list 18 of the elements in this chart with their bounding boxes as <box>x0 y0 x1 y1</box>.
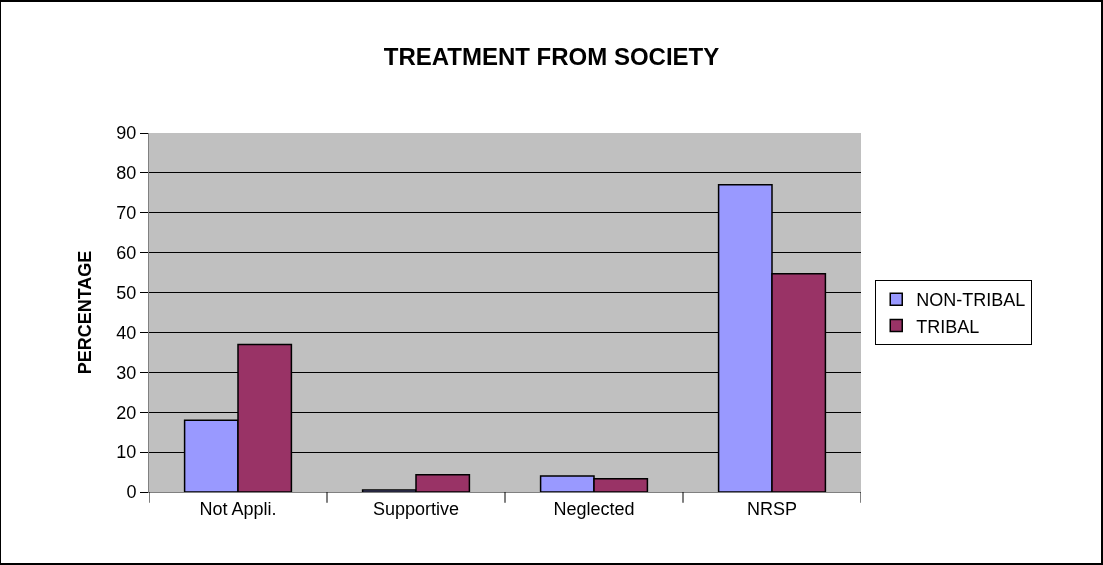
y-tick-label: 80 <box>116 163 137 184</box>
y-tick-label: 60 <box>116 242 137 263</box>
y-tick-label: 30 <box>116 362 137 383</box>
x-tick-label: Not Appli. <box>199 498 277 519</box>
legend-label: TRIBAL <box>916 316 980 337</box>
y-axis-title: PERCENTAGE <box>74 250 95 375</box>
x-tick-label: NRSP <box>746 498 798 519</box>
y-tick-label: 40 <box>116 322 137 343</box>
x-tick-label: Supportive <box>372 498 460 519</box>
y-tick-label: 0 <box>126 482 137 503</box>
y-tick-label: 20 <box>116 402 137 423</box>
y-tick-label: 10 <box>116 442 137 463</box>
chart-title: TREATMENT FROM SOCIETY <box>383 42 720 70</box>
legend-label: NON-TRIBAL <box>916 290 1026 311</box>
y-tick-label: 50 <box>116 282 137 303</box>
x-tick-label: Neglected <box>553 498 635 519</box>
y-tick-label: 70 <box>116 203 137 224</box>
y-tick-label: 90 <box>116 123 137 144</box>
